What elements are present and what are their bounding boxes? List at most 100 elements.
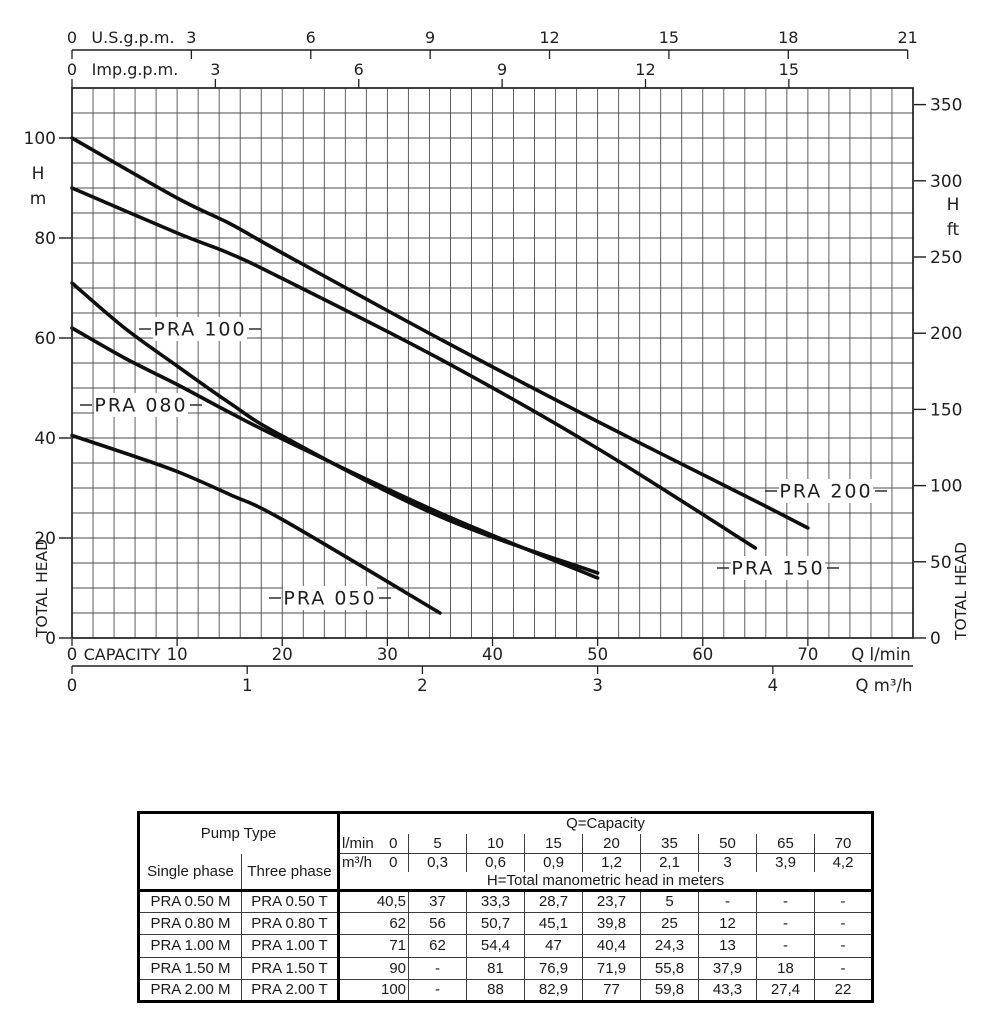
pump-performance-chart: 0 3 6 9 12 15 18 21U.S.g.p.m.0 3 6 9 12 15Imp.g.p.m.…: [24, 28, 970, 695]
head-value: 37,9: [698, 957, 758, 980]
m3h-tick: 4,2: [814, 853, 873, 872]
m3h-tick: 0: [389, 854, 398, 872]
curve-label-pra-150: PRA 150: [731, 558, 824, 580]
chart-label: 60: [692, 645, 713, 664]
m3h-tick: 0,6: [466, 853, 525, 872]
chart-label: 20: [34, 529, 56, 549]
chart-label: 350: [930, 96, 962, 116]
head-value: 24,3: [640, 934, 700, 958]
head-value: 27,4: [756, 979, 816, 1002]
head-value: 40,4: [582, 934, 642, 958]
head-value: -: [756, 912, 816, 936]
three-phase-model: PRA 0.50 T: [241, 890, 341, 914]
single-phase-header: Single phase: [138, 853, 242, 892]
curve-label-pra-080: PRA 080: [94, 395, 187, 417]
chart-label: 21: [897, 28, 917, 47]
chart-label: 6: [354, 60, 364, 79]
chart-label: ft: [947, 220, 960, 240]
chart-label: 9: [497, 60, 507, 79]
curve-pra-080: [70, 326, 600, 580]
axis-bottom-m3h: 0 1 2 3 4 Q m³/h: [67, 665, 913, 695]
chart-label: 0: [67, 676, 78, 695]
chart-label: Imp.g.p.m.: [92, 60, 179, 79]
head-value: 59,8: [640, 979, 700, 1002]
chart-label: m: [30, 189, 47, 209]
head-value: 55,8: [640, 957, 700, 980]
curves: [70, 136, 810, 615]
chart-label: 12: [635, 60, 655, 79]
curve-label-pra-100: PRA 100: [153, 319, 246, 341]
head-value: 40,5: [338, 890, 410, 914]
chart-label: 0: [930, 629, 941, 649]
chart-label: 250: [930, 248, 962, 268]
lmin-tick: 50: [698, 833, 757, 854]
head-value: 62: [338, 912, 410, 936]
chart-label: 18: [778, 28, 798, 47]
pump-data-table: Pump Type Q=Capacity l/min 0 5 10 15 20 …: [137, 811, 875, 1003]
table-row: PRA 2.00 M PRA 2.00 T 100-88 82,9 77 59,8 43,3…: [138, 979, 873, 1002]
head-value: 50,7: [466, 912, 526, 936]
chart-label: 12: [539, 28, 559, 47]
three-phase-model: PRA 2.00 T: [241, 979, 341, 1002]
three-phase-header: Three phase: [241, 853, 341, 892]
head-value: -: [408, 979, 468, 1002]
head-value: 18: [756, 957, 816, 980]
head-value: 76,9: [524, 957, 584, 980]
chart-label: 0: [67, 60, 77, 79]
curve-labels: PRA 050 PRA 080 PRA 100 PRA 150 PRA 200: [80, 317, 887, 610]
head-value: 90: [338, 957, 410, 980]
head-value: 5: [640, 890, 700, 914]
m3h-tick: 3: [698, 853, 757, 872]
chart-label: 30: [377, 645, 398, 664]
chart-label: 9: [425, 28, 435, 47]
head-value: 33,3: [466, 890, 526, 914]
chart-label: 100: [24, 129, 56, 149]
three-phase-model: PRA 1.50 T: [241, 957, 341, 980]
chart-label: TOTAL HEAD: [952, 542, 970, 641]
grid: [72, 88, 913, 638]
head-value: 88: [466, 979, 526, 1002]
head-value: -: [756, 890, 816, 914]
chart-label: 0: [45, 629, 56, 649]
lmin-tick: 65: [756, 833, 815, 854]
three-phase-model: PRA 0.80 T: [241, 912, 341, 936]
head-value: 39,8: [582, 912, 642, 936]
m3h-tick: 0,9: [524, 853, 583, 872]
m3h-tick: 0,3: [408, 853, 467, 872]
head-value: 43,3: [698, 979, 758, 1002]
single-phase-model: PRA 1.00 M: [138, 934, 242, 958]
chart-label: 4: [768, 676, 779, 695]
chart-label: 0: [67, 645, 78, 664]
curve-label-pra-050: PRA 050: [283, 588, 376, 610]
head-value: 23,7: [582, 890, 642, 914]
single-phase-model: PRA 0.80 M: [138, 912, 242, 936]
chart-label: CAPACITY: [84, 645, 161, 664]
pump-type-header: Pump Type: [138, 812, 341, 854]
chart-label: Q m³/h: [856, 676, 913, 695]
chart-label: 10: [167, 645, 188, 664]
axis-imp-gpm: 0 3 6 9 12 15 Imp.g.p.m.: [67, 60, 799, 88]
chart-label: 80: [34, 229, 56, 249]
chart-label: 2: [417, 676, 428, 695]
lmin-tick: 20: [582, 833, 641, 854]
head-value: -: [756, 934, 816, 958]
head-value: 82,9: [524, 979, 584, 1002]
chart-label: 3: [592, 676, 603, 695]
chart-label: 60: [34, 329, 56, 349]
m3h-unit-label: m³/h: [342, 854, 373, 872]
chart-label: 50: [587, 645, 608, 664]
axis-us-gpm: 0 3 6 9 12 15 18 21 U.S.g.p.m.: [67, 28, 918, 59]
chart-label: 15: [659, 28, 679, 47]
table-row: PRA 0.50 M PRA 0.50 T 40,5 37 33,3 28,7 23,7 5-…: [138, 890, 873, 914]
table-row: PRA 1.50 M PRA 1.50 T 90-81 76,9 71,9 55,8 37,…: [138, 957, 873, 980]
axis-left-m: 100 80 60 40 20 0 Hm TOTAL HEAD: [24, 129, 71, 649]
chart-label: 70: [797, 645, 818, 664]
lmin-tick: 0: [378, 833, 409, 854]
head-value: 37: [408, 890, 468, 914]
chart-label: H: [32, 164, 45, 184]
three-phase-model: PRA 1.00 T: [241, 934, 341, 958]
head-value: -: [814, 934, 873, 958]
m3h-tick: 2,1: [640, 853, 699, 872]
head-value: 25: [640, 912, 700, 936]
